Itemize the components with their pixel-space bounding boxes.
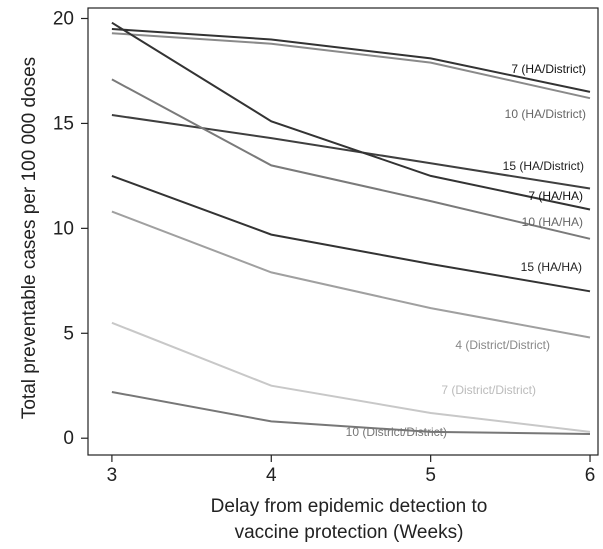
series-line <box>111 391 591 435</box>
y-axis: 0 5 10 15 20 <box>53 8 88 449</box>
plot-border <box>87 7 599 456</box>
x-axis: 3 4 5 6 <box>107 455 596 486</box>
x-axis-label-line-1: Delay from epidemic detection to <box>211 496 488 517</box>
series-label: 10 (District/District) <box>346 425 447 439</box>
series-line <box>111 321 591 433</box>
x-tick-label: 5 <box>425 465 436 486</box>
series-label: 7 (HA/HA) <box>528 189 583 203</box>
series-line <box>111 32 591 100</box>
series-label: 10 (HA/District) <box>505 107 586 121</box>
y-tick-label: 20 <box>53 8 74 29</box>
x-tick-label: 6 <box>585 465 596 486</box>
series-lines <box>111 21 591 435</box>
series-line <box>111 174 591 293</box>
series-label: 4 (District/District) <box>455 338 550 352</box>
x-tick-label: 3 <box>107 465 118 486</box>
series-label: 7 (District/District) <box>441 383 536 397</box>
y-tick-label: 15 <box>53 113 74 134</box>
series-line <box>111 21 591 211</box>
x-axis-label-line-2: vaccine protection (Weeks) <box>235 522 464 543</box>
series-label: 7 (HA/District) <box>511 62 586 76</box>
x-tick-label: 4 <box>266 465 277 486</box>
y-tick-label: 10 <box>53 218 74 239</box>
series-line <box>111 114 591 190</box>
series-line <box>111 28 591 93</box>
series-line <box>111 210 591 339</box>
y-tick-label: 5 <box>63 323 74 344</box>
plot-frame <box>87 7 599 456</box>
series-label: 15 (HA/District) <box>503 159 584 173</box>
series-label: 15 (HA/HA) <box>521 260 582 274</box>
series-labels: 7 (HA/District) 10 (HA/District) 15 (HA/Di… <box>346 62 586 439</box>
series-label: 10 (HA/HA) <box>522 215 583 229</box>
y-axis-label: Total preventable cases per 100 000 dose… <box>19 57 40 419</box>
series-line <box>111 78 591 240</box>
y-tick-label: 0 <box>63 428 74 449</box>
